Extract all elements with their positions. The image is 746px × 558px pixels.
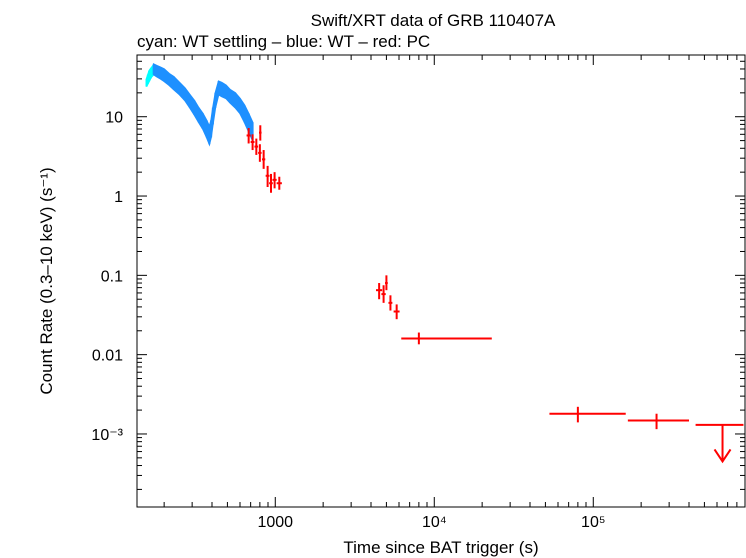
data-point (549, 406, 626, 423)
data-point (246, 128, 251, 144)
data-point (401, 332, 492, 345)
data-point (627, 413, 690, 430)
x-tick-label: 1000 (257, 514, 293, 531)
upper-limit-arrow-head (713, 448, 732, 464)
data-point (388, 295, 393, 311)
x-tick-labels: 1000 10⁴ 10⁵ (257, 514, 605, 531)
data-point (265, 165, 270, 187)
data-point (254, 138, 259, 155)
data-point (381, 285, 386, 303)
y-tick-label: 0.01 (92, 348, 123, 365)
data-point (276, 176, 282, 190)
data-series (145, 63, 744, 464)
data-point (258, 144, 262, 162)
y-tick-label: 10 (105, 110, 123, 127)
data-point (393, 304, 400, 320)
data-point (250, 134, 255, 151)
series-pc (246, 125, 690, 430)
data-point (385, 275, 388, 291)
y-tick-label: 1 (114, 189, 123, 206)
y-tick-label: 0.1 (101, 268, 123, 285)
y-tick-label: 10⁻³ (91, 427, 123, 444)
data-point (258, 125, 262, 141)
plot-frame (136, 54, 746, 508)
x-tick-label: 10⁴ (422, 514, 447, 531)
data-point (272, 172, 277, 189)
series-pc-upper-limit (695, 423, 744, 464)
chart-subtitle: cyan: WT settling – blue: WT – red: PC (137, 32, 430, 51)
y-axis-label: Count Rate (0.3–10 keV) (s⁻¹) (37, 167, 56, 394)
data-point (269, 173, 273, 193)
chart-title: Swift/XRT data of GRB 110407A (311, 11, 556, 30)
data-point (261, 150, 266, 169)
series-wt (152, 63, 254, 147)
data-point (375, 283, 383, 300)
upper-limit-point (695, 423, 744, 464)
x-axis-label: Time since BAT trigger (s) (343, 538, 538, 557)
y-tick-labels: 10 1 0.1 0.01 10⁻³ (91, 110, 123, 444)
series-wt-settling (145, 63, 154, 87)
axis-ticks (137, 54, 746, 507)
x-tick-label: 10⁵ (581, 514, 605, 531)
